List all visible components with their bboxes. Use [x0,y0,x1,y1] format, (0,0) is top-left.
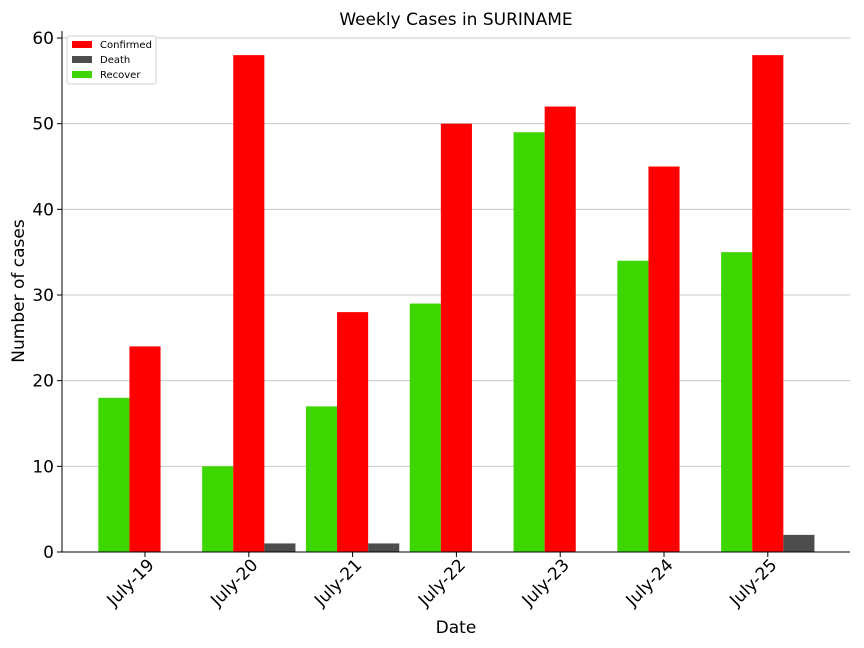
bars [98,55,815,553]
bar-recover [513,132,545,552]
y-tick-label: 0 [43,543,54,563]
x-tick-label: July-21 [310,555,366,611]
bar-confirmed [129,346,161,552]
y-tick-label: 50 [32,115,54,135]
bar-confirmed [337,312,369,552]
legend-label-recover: Recover [100,70,141,81]
y-tick-label: 30 [32,286,54,306]
x-tick-label: July-24 [622,555,678,611]
bar-confirmed [752,55,784,553]
bar-recover [721,252,753,552]
legend-swatch-recover [72,71,92,78]
x-tick-label: July-19 [103,555,159,611]
x-tick-label: July-22 [414,555,470,611]
bar-death [264,543,296,552]
legend-swatch-confirmed [72,41,92,48]
bar-confirmed [233,55,265,553]
x-ticks: July-19 July-20 July-21 July-22 July-23 July-… [103,552,781,611]
y-tick-label: 20 [32,372,54,392]
bar-death [783,534,815,552]
legend-swatch-death [72,56,92,63]
y-tick-label: 40 [32,200,54,220]
chart-title: Weekly Cases in SURINAME [339,10,572,30]
x-axis-label: Date [436,618,477,638]
bar-confirmed [648,166,680,552]
x-tick-label: July-25 [725,555,781,611]
bar-confirmed [544,106,576,553]
legend-label-death: Death [100,55,130,66]
bar-death [368,543,400,552]
legend-label-confirmed: Confirmed [100,40,152,51]
legend: Confirmed Death Recover [66,35,157,85]
y-tick-label: 10 [32,457,54,477]
x-tick-label: July-23 [518,555,574,611]
y-ticks: 0 10 20 30 40 50 60 [32,29,62,563]
bar-recover [98,397,130,552]
y-tick-label: 60 [32,29,54,49]
x-tick-label: July-20 [206,555,262,611]
y-axis-label: Number of cases [9,219,29,363]
bar-recover [617,260,649,552]
bar-recover [202,466,234,552]
bar-recover [305,406,338,552]
bar-recover [409,303,441,552]
bar-confirmed [440,123,472,553]
